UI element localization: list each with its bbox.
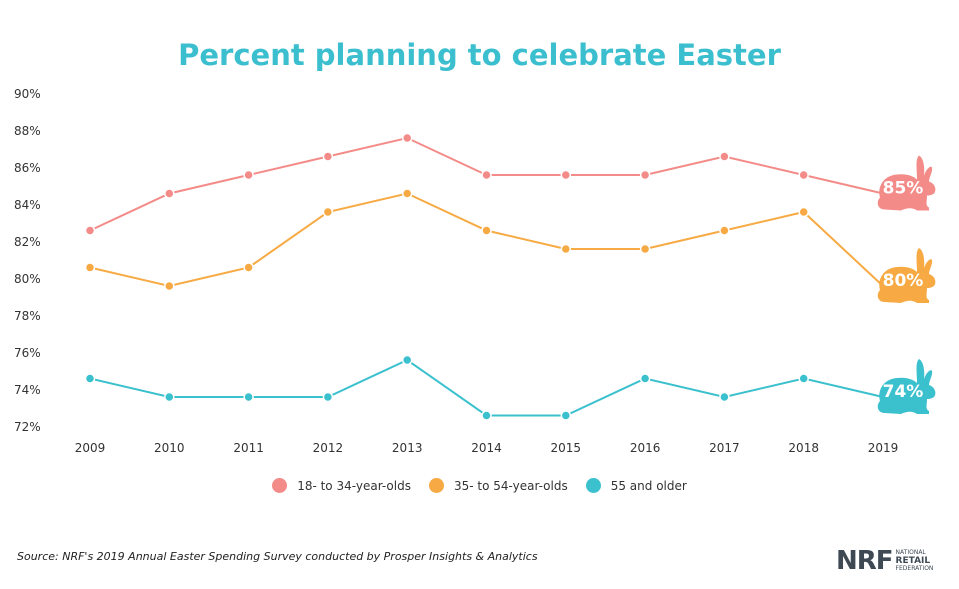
chart-title: Percent planning to celebrate Easter (178, 38, 781, 72)
data-point (481, 410, 492, 421)
x-tick-label: 2009 (75, 441, 106, 455)
legend-item: 55 and older (585, 478, 687, 493)
data-point (84, 262, 96, 273)
y-tick-label: 78% (14, 309, 41, 323)
legend-item: 18- to 34-year-olds (272, 478, 411, 493)
y-tick-label: 84% (14, 198, 41, 212)
data-point (719, 151, 730, 162)
legend-swatch (585, 478, 601, 493)
data-point (243, 169, 254, 181)
logo-line2: RETAIL (895, 556, 931, 566)
source-note: Source: NRF's 2019 Annual Easter Spendin… (17, 550, 538, 563)
legend-swatch (428, 478, 444, 493)
end-value-label: 80% (883, 271, 924, 291)
data-point (798, 169, 809, 181)
data-point (243, 262, 254, 273)
x-tick-label: 2015 (551, 441, 582, 455)
x-tick-label: 2012 (313, 441, 344, 455)
data-point (639, 243, 651, 255)
data-point (322, 206, 334, 218)
y-tick-label: 90% (14, 87, 41, 101)
data-point (322, 391, 334, 403)
data-point (164, 188, 175, 199)
data-point (560, 410, 572, 421)
data-point (401, 188, 413, 199)
legend: 18- to 34-year-olds 35- to 54-year-olds … (0, 478, 959, 493)
data-point (322, 151, 334, 162)
data-point (639, 169, 651, 181)
data-point (798, 206, 809, 218)
bunny-icon (877, 155, 936, 211)
data-point (719, 225, 730, 236)
legend-label: 18- to 34-year-olds (297, 478, 411, 493)
y-tick-label: 86% (14, 161, 41, 175)
x-tick-label: 2011 (233, 441, 264, 455)
series-line (89, 192, 884, 288)
y-tick-label: 76% (14, 346, 41, 360)
end-value-label: 74% (883, 382, 924, 402)
data-point (164, 280, 175, 292)
legend-swatch (272, 478, 288, 493)
data-point (560, 169, 572, 181)
data-point (481, 225, 492, 236)
data-point (84, 225, 96, 236)
logo-line1: NATIONAL (895, 549, 926, 556)
x-tick-label: 2016 (630, 441, 661, 455)
x-tick-label: 2017 (709, 441, 740, 455)
logo-text: NATIONAL RETAIL FEDERATION (896, 549, 934, 573)
bunny-icon (877, 359, 936, 414)
data-point (243, 391, 254, 403)
y-tick-label: 74% (14, 383, 41, 397)
x-tick-label: 2014 (471, 441, 502, 455)
legend-item: 35- to 54-year-olds (428, 478, 568, 493)
series-line (89, 358, 884, 417)
data-point (84, 373, 96, 384)
bunny-icon (877, 248, 936, 303)
data-point (401, 132, 413, 144)
data-point (719, 391, 730, 403)
end-value-label: 85% (883, 179, 924, 199)
data-point (639, 373, 651, 384)
data-point (401, 354, 413, 366)
data-point (560, 243, 572, 255)
legend-label: 55 and older (610, 478, 687, 493)
data-point (481, 169, 492, 181)
x-tick-label: 2018 (788, 441, 819, 455)
y-tick-label: 72% (14, 420, 41, 434)
x-tick-label: 2010 (154, 441, 185, 455)
legend-label: 35- to 54-year-olds (453, 478, 568, 493)
y-tick-label: 80% (14, 272, 41, 286)
y-tick-label: 88% (14, 124, 41, 138)
nrf-logo: NRF NATIONAL RETAIL FEDERATION (836, 546, 933, 576)
line-chart: 90% 88% 86% 84% 82% 80% 78% 76% 74% 72% 2009 2010 20… (14, 87, 936, 455)
x-tick-label: 2013 (392, 441, 423, 455)
data-point (798, 373, 809, 384)
y-tick-label: 82% (14, 235, 41, 249)
logo-mark: NRF (836, 546, 894, 576)
logo-line3: FEDERATION (895, 565, 934, 572)
x-tick-label: 2019 (868, 441, 899, 455)
series-line (89, 136, 884, 232)
data-point (164, 391, 175, 403)
